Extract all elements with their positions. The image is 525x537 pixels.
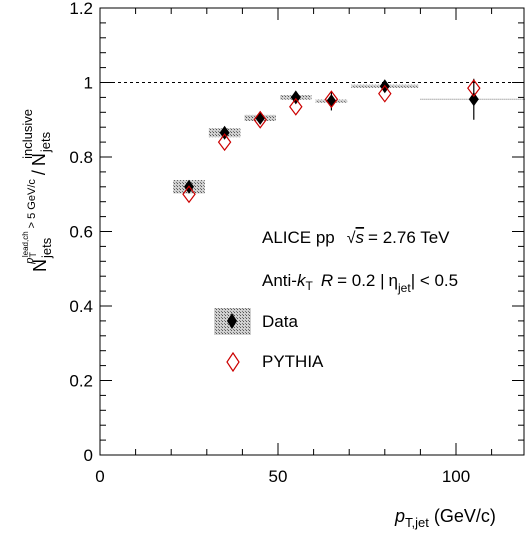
legend-pythia-marker bbox=[226, 351, 240, 373]
data-point bbox=[468, 92, 479, 107]
pythia-point bbox=[253, 110, 267, 129]
y-tick-label: 0.4 bbox=[69, 297, 93, 316]
pythia-point bbox=[217, 133, 232, 152]
pythia-point bbox=[182, 185, 196, 204]
y-tick-label: 1 bbox=[84, 74, 93, 93]
annotation-experiment-label: ALICE pp bbox=[262, 228, 335, 247]
y-tick-label: 0.2 bbox=[69, 372, 93, 391]
x-tick-label: 50 bbox=[269, 467, 288, 486]
data-marks bbox=[182, 78, 481, 204]
pythia-point bbox=[378, 84, 392, 103]
legend-label-pythia: PYTHIA bbox=[262, 352, 324, 371]
legend: Data PYTHIA bbox=[214, 308, 324, 373]
x-tick-label: 0 bbox=[95, 467, 104, 486]
y-tick-label: 1.2 bbox=[69, 0, 93, 18]
y-tick-label: 0.8 bbox=[69, 148, 93, 167]
tick-labels: 0 50 100 0 0.2 0.4 0.6 0.8 1 1.2 bbox=[69, 0, 470, 486]
pythia-point bbox=[324, 90, 339, 109]
data-point bbox=[290, 90, 301, 105]
y-tick-label: 0 bbox=[84, 446, 93, 465]
pythia-point bbox=[289, 97, 303, 116]
annotation-experiment: ALICE pp √s = 2.76 TeV bbox=[262, 228, 450, 247]
legend-label-data: Data bbox=[262, 312, 298, 331]
y-axis-title: NjetspTlead,ch> 5 GeV/c/Njetsinclusive bbox=[20, 109, 54, 272]
pythia-point bbox=[467, 79, 481, 98]
data-point bbox=[219, 125, 230, 140]
x-tick-label: 100 bbox=[442, 467, 470, 486]
x-axis-title: pT,jet (GeV/c) bbox=[394, 506, 496, 530]
y-tick-label: 0.6 bbox=[69, 223, 93, 242]
legend-data-marker bbox=[227, 313, 237, 329]
annotation-jet-def: Anti-kT R = 0.2 | ηjet| < 0.5 bbox=[262, 271, 458, 295]
axis-ticks bbox=[99, 7, 524, 456]
annotation-sqrt-s: s bbox=[356, 228, 365, 247]
annotation-energy: = 2.76 TeV bbox=[368, 228, 450, 247]
svg-text:NjetspTlead,ch> 5 GeV/c/Njetsi: NjetspTlead,ch> 5 GeV/c/Njetsinclusive bbox=[20, 109, 54, 272]
